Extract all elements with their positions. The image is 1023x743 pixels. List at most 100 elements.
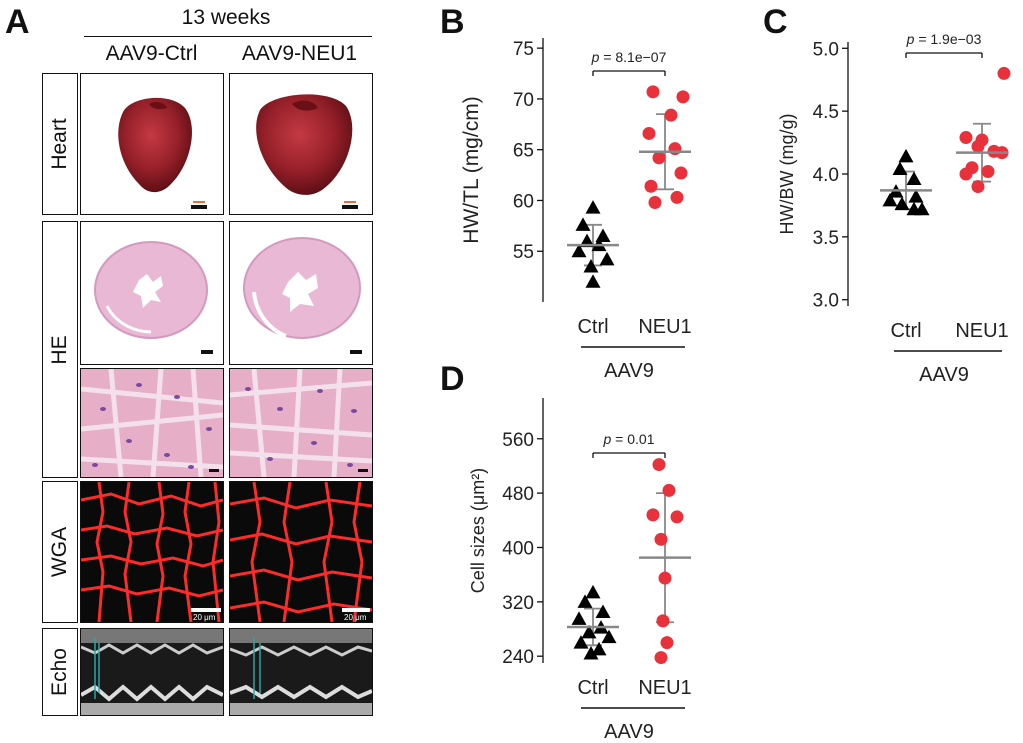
chart-b-point-ctrl: [585, 274, 601, 288]
chart-d-point-neu1: [652, 458, 666, 472]
chart-c-pvalue-symbol: p: [906, 31, 919, 47]
chart-c-point-ctrl: [892, 161, 908, 175]
chart-d-point-neu1: [654, 651, 668, 665]
chart-c-point-neu1: [959, 167, 973, 181]
chart-c-y-tick-label: 4.0: [813, 165, 839, 186]
chart-d-point-ctrl: [595, 604, 611, 619]
chart-b-point-neu1: [648, 195, 662, 209]
chart-d-point-ctrl: [583, 645, 599, 660]
chart-b-y-tick-label: 75: [513, 39, 534, 60]
panel-b-letter: B: [440, 3, 465, 41]
chart-b-point-ctrl: [599, 251, 615, 266]
chart-d-point-neu1: [662, 483, 676, 497]
heart-image-neu1: [229, 73, 373, 215]
chart-c-point-ctrl: [894, 196, 910, 211]
wga-image-neu1: 20 μm: [229, 481, 373, 623]
chart-b-y-tick-label: 65: [513, 141, 534, 162]
chart-d-point-ctrl: [585, 584, 601, 599]
he-zoom-image-ctrl: [80, 368, 224, 478]
chart-b-category-label: Ctrl: [577, 316, 608, 338]
chart-c-category-label: NEU1: [955, 320, 1008, 342]
row-label-echo: Echo: [42, 628, 78, 716]
chart-b-y-tick-label: 60: [513, 191, 534, 212]
chart-c-point-ctrl: [882, 192, 898, 207]
row-label-echo-text: Echo: [48, 648, 71, 696]
row-label-heart-text: Heart: [48, 118, 71, 170]
chart-d-point-neu1: [654, 532, 668, 546]
chart-hw-tl: 55 60 65 70 75 HW/TL (mg/cm) Ctrl NEU1 AAV9 p = 8…: [460, 38, 692, 382]
row-label-wga-text: WGA: [48, 526, 71, 578]
chart-c-point-neu1: [971, 139, 985, 153]
chart-c-pvalue-text: = 1.9e−03: [918, 31, 981, 47]
chart-d-point-neu1: [658, 571, 672, 585]
panel-d-letter: D: [440, 360, 465, 398]
chart-b-point-ctrl: [583, 258, 599, 273]
chart-d-category-label: NEU1: [638, 677, 691, 699]
chart-d-point-ctrl: [601, 629, 617, 644]
chart-b-point-ctrl: [571, 243, 587, 258]
panel-c-letter: C: [763, 3, 788, 41]
chart-d-y-tick-label: 320: [502, 593, 534, 614]
chart-b-point-ctrl: [579, 233, 595, 248]
chart-d-point-neu1: [656, 614, 670, 628]
chart-c-y-tick-label: 3.5: [813, 228, 839, 249]
wga-scale-label-neu1: 20 μm: [344, 613, 367, 622]
chart-d-y-axis-title: Cell sizes (μm²): [468, 468, 488, 593]
chart-d-point-neu1: [646, 508, 660, 522]
chart-b-category-label: NEU1: [638, 316, 691, 338]
he-section-image-ctrl: [80, 221, 224, 365]
chart-b-point-neu1: [652, 151, 666, 165]
chart-b-point-neu1: [674, 166, 688, 180]
wga-scale-label-ctrl: 20 μm: [193, 613, 216, 622]
chart-c-point-neu1: [971, 180, 985, 194]
chart-d-y-tick-label: 560: [502, 430, 534, 451]
row-label-he-text: HE: [48, 334, 71, 365]
chart-d-y-tick-label: 400: [502, 538, 534, 559]
chart-b-pvalue-label: p = 8.1e−07: [591, 49, 667, 65]
echo-image-ctrl: [80, 628, 224, 716]
row-label-heart: Heart: [42, 73, 78, 215]
row-label-he: HE: [42, 221, 78, 478]
column-header-neu1: AAV9-NEU1: [241, 42, 358, 65]
chart-b-y-tick-label: 55: [513, 242, 534, 263]
heart-image-ctrl: [80, 73, 224, 215]
column-header-ctrl: AAV9-Ctrl: [105, 42, 198, 65]
chart-b-y-tick-label: 70: [513, 90, 534, 111]
chart-d-y-tick-label: 480: [502, 484, 534, 505]
chart-c-point-ctrl: [898, 148, 914, 163]
chart-d-point-ctrl: [581, 624, 597, 639]
chart-b-point-neu1: [664, 108, 678, 122]
chart-b-point-ctrl: [585, 200, 601, 214]
chart-c-point-neu1: [959, 131, 973, 145]
chart-d-point-ctrl: [591, 641, 607, 656]
chart-c-point-neu1: [981, 164, 995, 178]
timepoint-label: 13 weeks: [181, 6, 271, 29]
chart-d-point-neu1: [670, 510, 684, 524]
chart-c-point-ctrl: [906, 171, 922, 186]
chart-c-y-tick-label: 3.0: [813, 291, 839, 312]
chart-d-point-ctrl: [577, 594, 593, 608]
chart-b-pvalue-symbol: p: [591, 49, 604, 65]
chart-c-y-tick-label: 5.0: [813, 39, 839, 60]
chart-b-pvalue-text: = 8.1e−07: [603, 49, 666, 65]
chart-b-point-neu1: [676, 90, 690, 104]
chart-b-x-axis-title: AAV9: [604, 360, 654, 382]
echo-image-neu1: [229, 628, 373, 716]
chart-b-point-neu1: [642, 126, 656, 140]
chart-c-category-label: Ctrl: [890, 320, 921, 342]
chart-b-y-axis-title: HW/TL (mg/cm): [460, 96, 483, 243]
chart-b-point-neu1: [644, 179, 658, 193]
chart-b-point-ctrl: [575, 217, 591, 231]
panel-a-letter: A: [5, 3, 30, 41]
chart-d-category-label: Ctrl: [577, 677, 608, 699]
chart-d-y-tick-label: 240: [502, 647, 534, 668]
chart-d-pvalue-text: = 0.01: [615, 431, 655, 447]
chart-d-pvalue-symbol: p: [602, 431, 615, 447]
chart-d-point-neu1: [660, 636, 674, 650]
chart-hw-bw: 3.0 3.5 4.0 4.5 5.0 HW/BW (mg/g) Ctrl NEU1 AAV9 p…: [777, 31, 1011, 386]
chart-c-pvalue-label: p = 1.9e−03: [906, 31, 982, 47]
chart-c-y-axis-title: HW/BW (mg/g): [777, 114, 797, 235]
chart-b-point-neu1: [668, 142, 682, 156]
row-label-wga: WGA: [42, 481, 78, 623]
wga-image-ctrl: 20 μm: [80, 481, 224, 623]
